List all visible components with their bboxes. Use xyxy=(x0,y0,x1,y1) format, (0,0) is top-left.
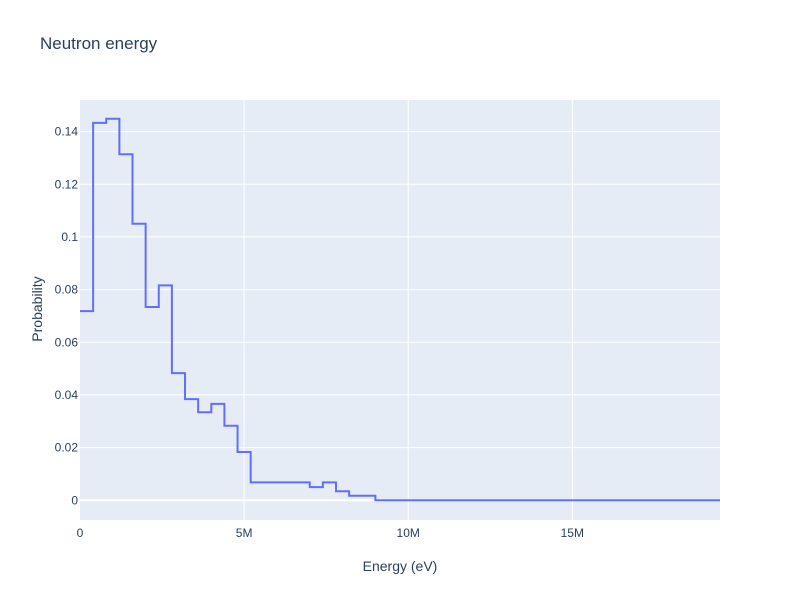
y-tick-label: 0.02 xyxy=(55,441,79,455)
y-tick-label: 0.04 xyxy=(55,388,79,402)
x-tick-label: 10M xyxy=(397,526,420,540)
plot-area xyxy=(80,100,720,520)
y-tick-label: 0.14 xyxy=(55,125,79,139)
x-tick-label: 5M xyxy=(236,526,253,540)
x-gridlines xyxy=(243,100,573,520)
x-tick-labels: 0 5M 10M 15M xyxy=(77,526,584,540)
y-tick-labels: 0 0.02 0.04 0.06 0.08 0.1 0.12 0.14 xyxy=(55,125,79,508)
y-axis-label: Probability xyxy=(29,276,45,342)
x-axis-label: Energy (eV) xyxy=(362,558,438,574)
y-tick-label: 0 xyxy=(71,493,78,507)
chart-title: Neutron energy xyxy=(40,34,158,53)
x-tick-label: 0 xyxy=(77,526,84,540)
x-tick-label: 15M xyxy=(561,526,584,540)
series-layer xyxy=(80,117,720,502)
y-tick-label: 0.12 xyxy=(55,177,79,191)
series-line xyxy=(80,117,720,502)
y-tick-label: 0.06 xyxy=(55,335,79,349)
y-tick-label: 0.1 xyxy=(61,230,78,244)
y-tick-label: 0.08 xyxy=(55,283,79,297)
